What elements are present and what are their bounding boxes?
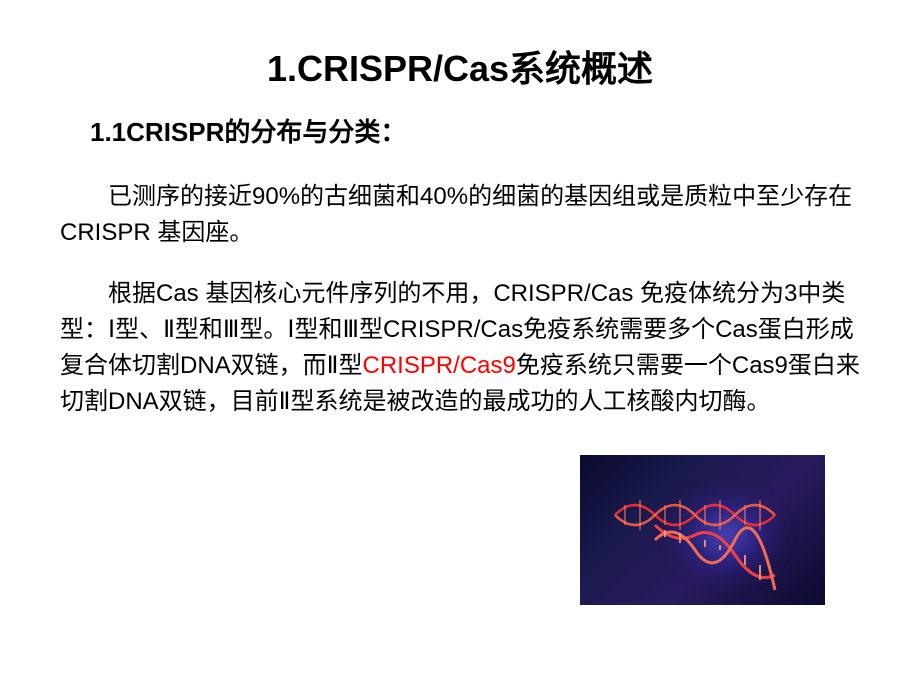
slide-container: 1.CRISPR/Cas系统概述 1.1CRISPR的分布与分类： 已测序的接近… — [0, 0, 920, 690]
section-subtitle: 1.1CRISPR的分布与分类： — [90, 112, 860, 149]
dna-figure — [580, 455, 825, 605]
paragraph-2-highlight: CRISPR/Cas9 — [362, 352, 515, 379]
paragraph-1: 已测序的接近90%的古细菌和40%的细菌的基因组或是质粒中至少存在CRISPR … — [60, 179, 860, 251]
paragraph-2: 根据Cas 基因核心元件序列的不用，CRISPR/Cas 免疫体统分为3中类型：… — [60, 276, 860, 420]
main-title: 1.CRISPR/Cas系统概述 — [60, 40, 860, 92]
dna-helix-2 — [645, 515, 785, 595]
